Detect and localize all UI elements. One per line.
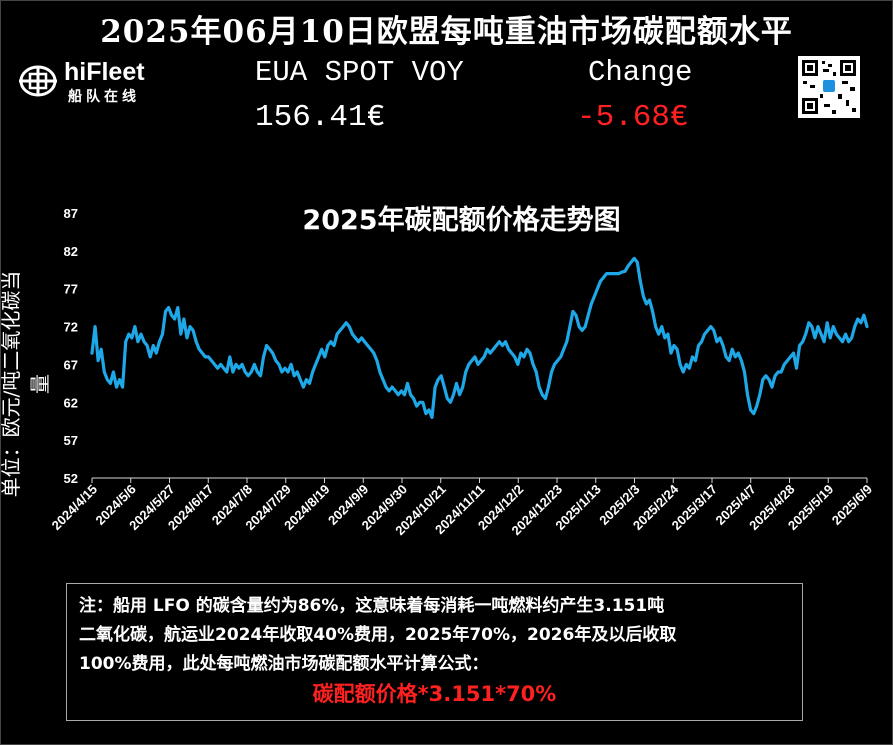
- logo-icon: [19, 65, 57, 97]
- brand-logo: hiFleet 船队在线: [18, 58, 168, 105]
- x-tick-label: 2024/4/15: [49, 482, 101, 534]
- note-line-2: 二氧化碳，航运业2024年收取40%费用，2025年70%，2026年及以后收取: [79, 625, 677, 645]
- x-tick-label: 2025/6/9: [829, 482, 875, 528]
- y-tick-label: 67: [64, 357, 78, 372]
- instrument-label: EUA SPOT VOY: [255, 56, 464, 89]
- note-box: 注：船用 LFO 的碳含量约为86%，这意味着每消耗一吨燃料约产生3.151吨 …: [66, 583, 803, 721]
- qr-code-icon[interactable]: [798, 56, 860, 118]
- price-chart: 87827772676257522024/4/152024/5/62024/5/…: [49, 206, 876, 538]
- note-line-1: 注：船用 LFO 的碳含量约为86%，这意味着每消耗一吨燃料约产生3.151吨: [79, 596, 665, 616]
- brand-name: hiFleet: [64, 58, 145, 86]
- y-tick-label: 57: [64, 433, 78, 448]
- y-tick-label: 87: [64, 206, 78, 221]
- page-title: 2025年06月10日欧盟每吨重油市场碳配额水平: [100, 14, 793, 50]
- chart-title: 2025年碳配额价格走势图: [302, 205, 621, 236]
- y-tick-label: 72: [64, 320, 78, 335]
- note-line-3: 100%费用，此处每吨燃油市场碳配额水平计算公式：: [79, 654, 489, 674]
- y-tick-label: 77: [64, 282, 78, 297]
- change-label: Change: [588, 56, 693, 89]
- brand-subtitle: 船队在线: [68, 89, 140, 105]
- change-value: -5.68€: [577, 100, 689, 135]
- price-value: 156.41€: [255, 100, 386, 135]
- y-tick-label: 62: [64, 395, 78, 410]
- price-series-line: [90, 256, 869, 419]
- note-formula: 碳配额价格*3.151*70%: [312, 682, 557, 706]
- y-tick-label: 52: [64, 471, 78, 486]
- y-tick-label: 82: [64, 244, 78, 259]
